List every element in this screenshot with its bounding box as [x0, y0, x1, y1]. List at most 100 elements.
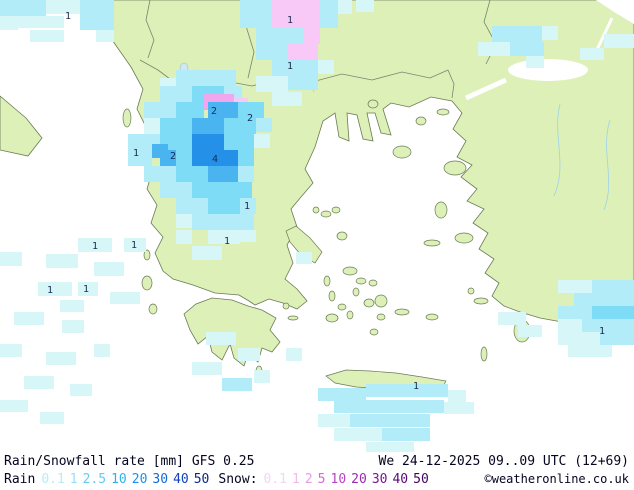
mainland-coastline [0, 0, 634, 333]
precip-cell [0, 252, 22, 266]
kefalonia-island [141, 275, 153, 291]
paros-island [363, 298, 375, 308]
amorgos-island [394, 308, 410, 316]
precip-cell [396, 400, 444, 413]
alonnisos-island [331, 206, 341, 214]
imbros-island [436, 108, 450, 116]
precip-cell [208, 102, 238, 118]
precip-cell [568, 345, 612, 357]
skyros-island [336, 231, 348, 241]
precip-cell [238, 102, 264, 118]
dardanelles-strait [464, 77, 508, 101]
precip-cell [558, 306, 592, 319]
precip-cell [356, 0, 374, 12]
legend-value-50: 50 [413, 472, 429, 487]
naxos-island [374, 294, 388, 308]
precip-value-label: 1 [599, 326, 605, 337]
precip-cell [192, 246, 222, 260]
precip-cell [398, 414, 430, 427]
precip-cell [350, 414, 398, 427]
precip-cell [208, 198, 240, 214]
precip-value-label: 2 [247, 113, 253, 124]
precip-value-label: 1 [47, 285, 53, 296]
precip-cell [160, 150, 176, 166]
serifos-island [337, 303, 347, 311]
precip-cell [176, 230, 192, 244]
precip-cell [272, 92, 302, 106]
precip-cell [286, 348, 302, 361]
precip-cell [582, 319, 634, 332]
italy-heel [0, 95, 43, 157]
samos-island [454, 232, 474, 244]
precip-cell [366, 384, 414, 397]
precip-cell [492, 26, 542, 42]
thasos-island [367, 99, 379, 109]
precip-cell [14, 312, 44, 325]
map-datetime: We 24-12-2025 09..09 UTC (12+69) [378, 454, 629, 469]
precip-value-label: 2 [211, 106, 217, 117]
rain-label: Rain [4, 472, 36, 487]
snow-scale: 0.1 1 2 5 10 20 30 40 50 [264, 472, 434, 488]
precip-cell [334, 428, 382, 441]
precip-cell [334, 400, 396, 413]
precip-value-label: 1 [83, 284, 89, 295]
precip-cell [498, 312, 526, 325]
hydra-island [287, 315, 299, 321]
precip-cell [0, 0, 46, 16]
caption-title-row: Rain/Snowfall rate [mm] GFS 0.25 We 24-1… [4, 454, 629, 470]
precip-cell [144, 166, 176, 182]
precip-cell [124, 238, 146, 252]
map-title: Rain/Snowfall rate [mm] GFS 0.25 [4, 454, 255, 469]
precip-cell [208, 166, 238, 182]
precip-cell [160, 182, 192, 198]
precip-cell [542, 26, 558, 40]
precip-cell [240, 198, 256, 214]
santorini-island [369, 328, 379, 336]
precip-cell [0, 16, 18, 30]
andros-island [342, 266, 358, 276]
precip-cell [192, 214, 224, 230]
precip-cell [144, 118, 160, 134]
precip-cell [176, 198, 208, 214]
caption-legend-row: Rain 0.1 1 2.5 10 20 30 40 50 Snow: 0.1 1 2 5 10 20 3… [4, 471, 629, 488]
precip-cell [414, 384, 448, 397]
limnos-island [392, 145, 412, 159]
precip-value-label: 1 [413, 381, 419, 392]
sea-of-marmara [508, 59, 588, 81]
tinos-island [355, 277, 367, 285]
border-albania-kosovo [145, 0, 155, 59]
legend-value-20: 20 [131, 472, 148, 487]
karpathos-island [480, 346, 488, 362]
caption-bar: Rain/Snowfall rate [mm] GFS 0.25 We 24-1… [0, 452, 634, 490]
precip-value-label: 1 [133, 148, 139, 159]
precip-cell [238, 348, 260, 361]
precip-cell [256, 44, 288, 60]
precip-cell [176, 166, 208, 182]
syros-island [352, 287, 360, 297]
precip-value-label: 4 [212, 154, 218, 165]
precip-value-label: 1 [131, 240, 137, 251]
precip-cell [80, 0, 114, 30]
precip-cell [0, 400, 28, 412]
precip-cell [254, 370, 270, 383]
precip-cell [192, 118, 224, 134]
precipitation-layer [0, 0, 634, 452]
precip-cell [240, 230, 256, 242]
legend-value-2.5: 2.5 [82, 472, 107, 487]
legend-value-10: 10 [330, 472, 347, 487]
kos-island [473, 297, 489, 305]
copyright: ©weatheronline.co.uk [484, 472, 630, 486]
precip-cell [592, 280, 634, 293]
precip-cell [94, 262, 124, 276]
aegina-island [282, 302, 290, 310]
kea-island [323, 275, 331, 287]
legend-value-2: 2 [304, 472, 313, 487]
legend-value-40: 40 [392, 472, 409, 487]
precip-cell [238, 166, 254, 182]
lesbos-island [443, 160, 467, 176]
precip-cell [94, 344, 110, 357]
legend-value-1: 1 [292, 472, 300, 487]
precip-cell [208, 70, 236, 86]
legend-value-30: 30 [371, 472, 388, 487]
precip-cell [448, 390, 466, 402]
